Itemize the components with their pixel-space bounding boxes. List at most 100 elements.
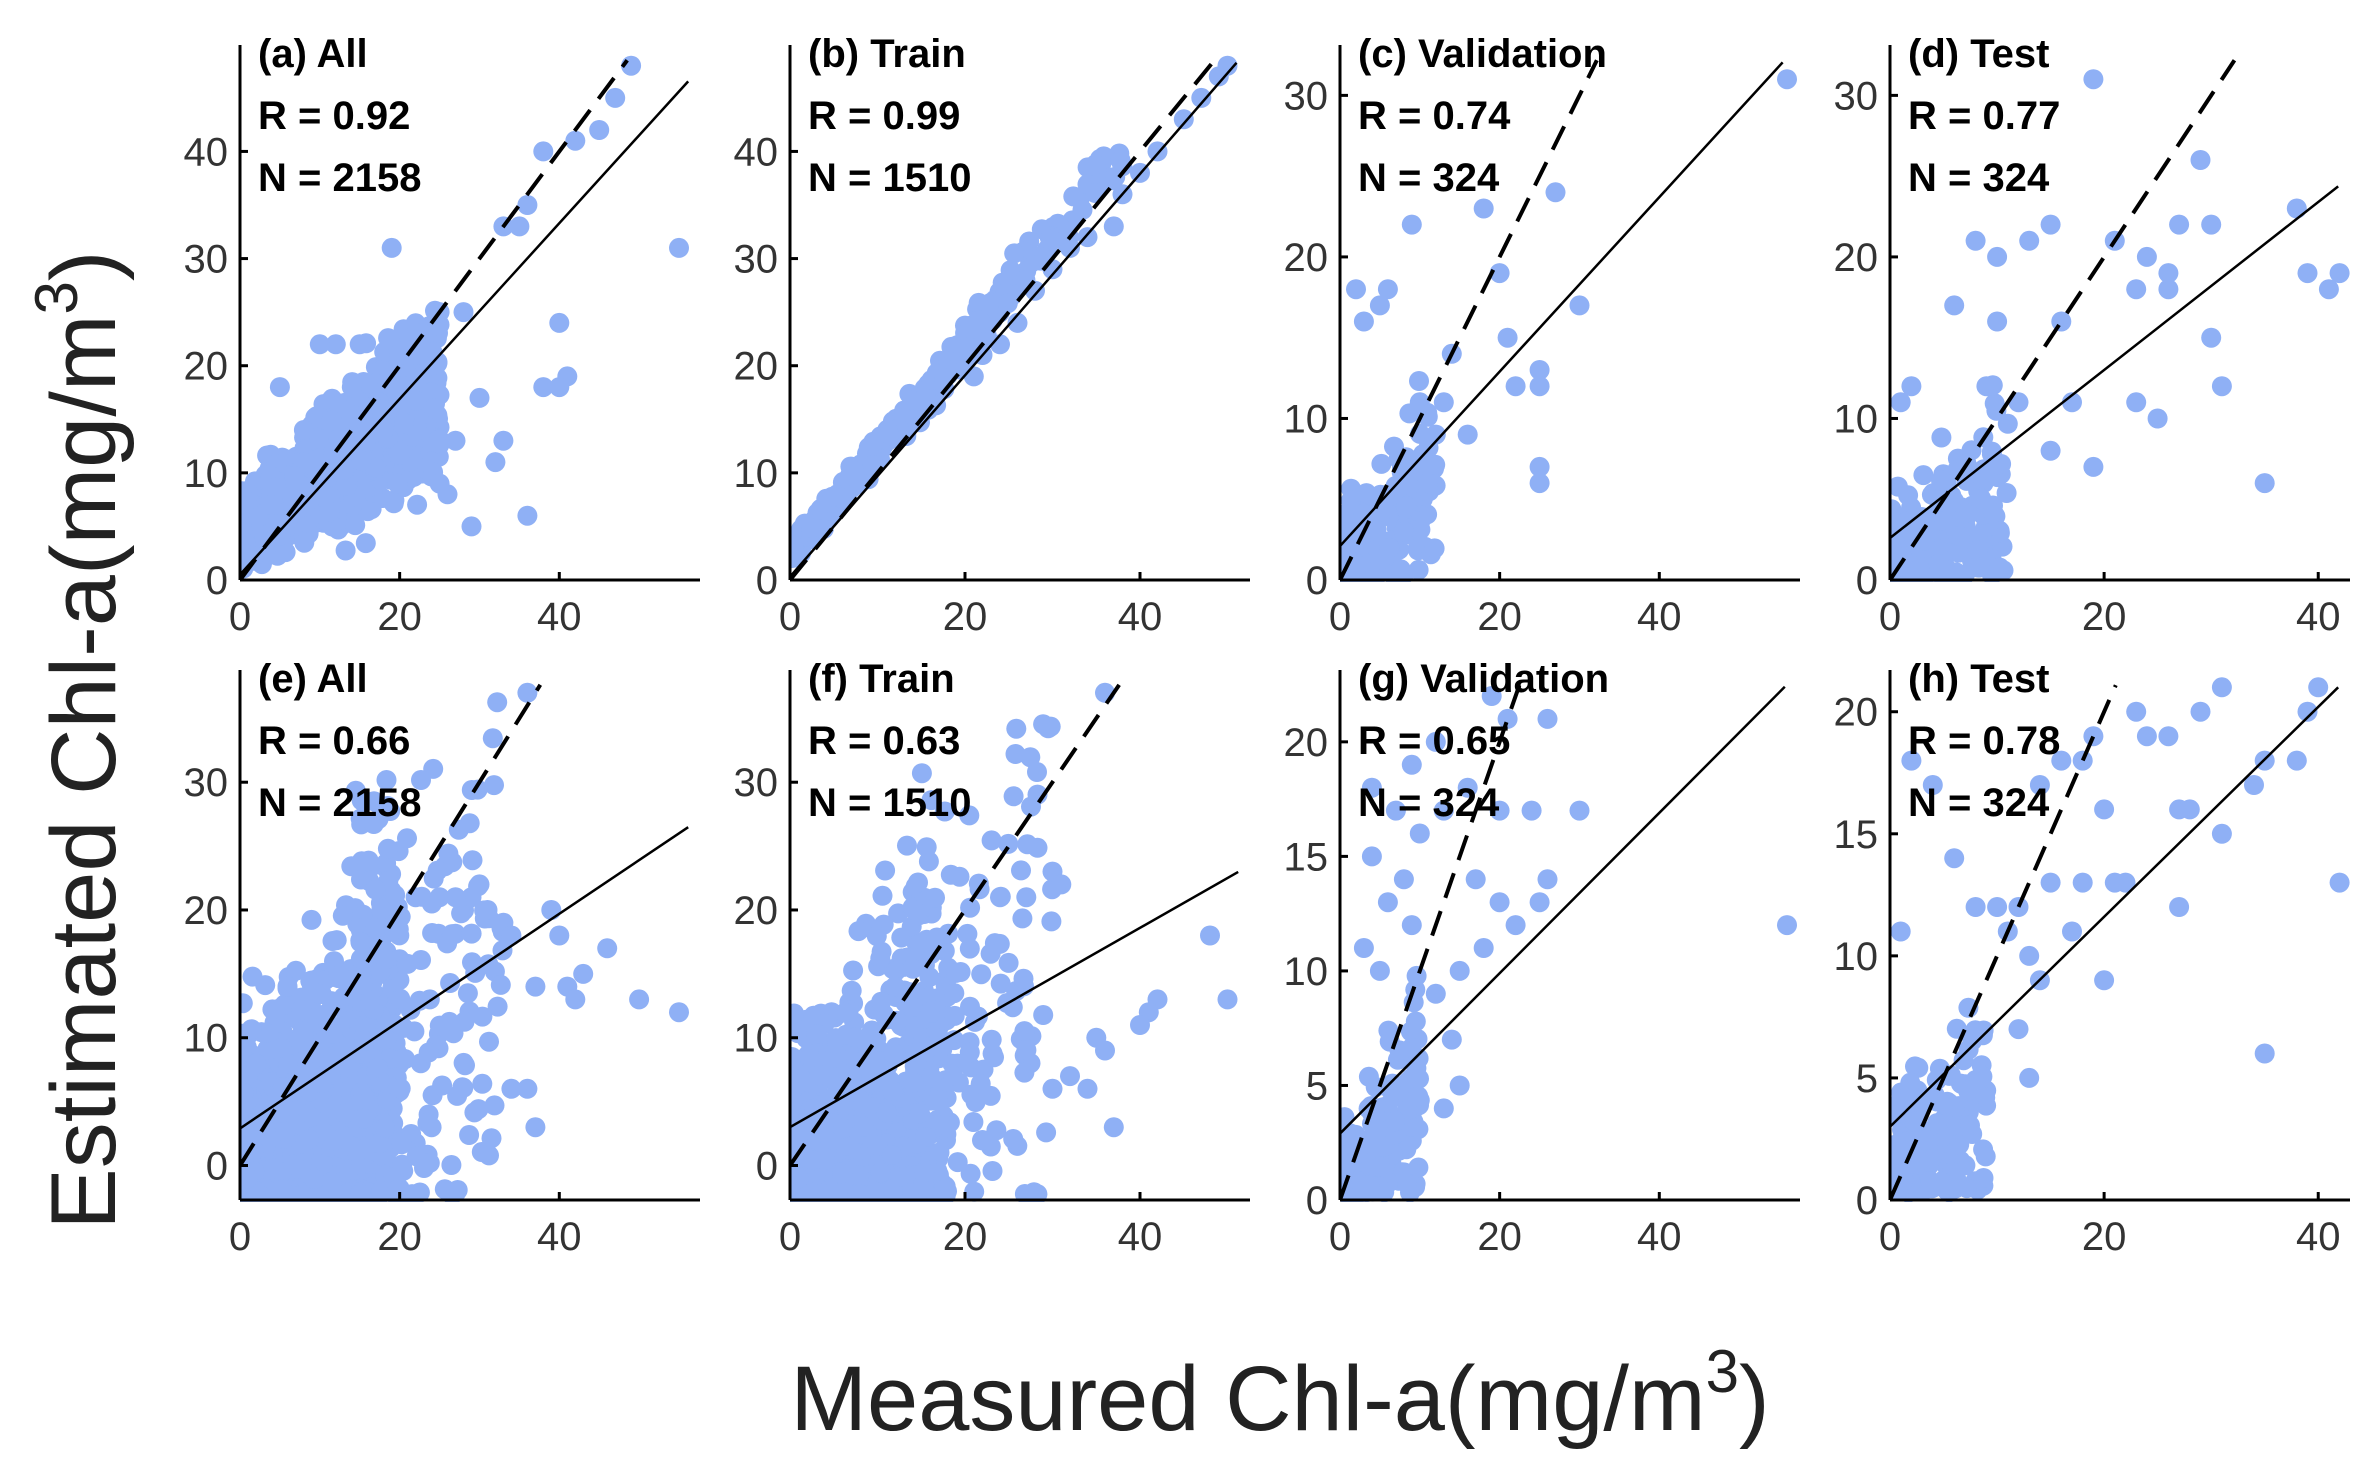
data-point [485,452,506,473]
one-to-one-line [1340,59,1599,581]
data-point [484,775,504,796]
data-point [354,1030,375,1051]
data-point [1359,507,1380,528]
data-point [2286,198,2307,219]
data-point [1529,473,1550,494]
data-point [1949,525,1970,546]
data-point [1901,376,1922,397]
data-point [476,625,496,645]
x-tick-label: 0 [1879,595,1901,639]
data-point [335,1103,356,1124]
data-point [429,429,450,450]
data-point [1545,182,1566,203]
data-point [265,477,286,498]
data-point [549,377,570,398]
data-point [841,980,862,1001]
x-tick-label: 40 [2296,595,2341,639]
y-tick-label: 20 [1284,236,1329,280]
y-tick-label: 20 [734,345,779,389]
data-point [441,1155,462,1175]
data-point [1996,483,2017,503]
data-point [429,1015,450,1036]
x-tick-label: 20 [2082,595,2127,639]
y-tick-label: 0 [206,559,228,603]
data-point [392,1154,413,1175]
data-point [437,484,458,505]
data-point [1433,392,1454,413]
data-point [1505,376,1526,397]
data-point [335,540,356,561]
r-value-label: R = 0.74 [1358,94,1511,138]
data-point [1208,66,1229,87]
data-point [1457,424,1478,445]
x-tick-label: 20 [1477,595,1522,639]
data-point [1105,167,1126,188]
data-point [2158,279,2179,300]
data-point [1928,554,1949,574]
n-value-label: N = 324 [1358,156,1500,200]
data-point [301,909,322,930]
data-point [1424,538,1445,559]
data-point [376,853,397,874]
data-point [1973,459,1994,480]
data-point [291,1000,312,1020]
data-point [275,1121,296,1142]
data-point [472,1073,493,1094]
data-point [1931,427,1952,448]
data-point [392,1048,413,1069]
data-point [669,237,689,258]
data-point [451,903,472,924]
data-point [2169,214,2190,235]
data-point [385,377,406,398]
data-point [462,850,483,871]
data-point [341,409,362,430]
data-point [240,1082,254,1103]
data-point [2318,279,2339,300]
data-point [1409,371,1429,391]
data-point [1989,557,2010,578]
data-point [273,1076,294,1097]
data-point [1369,295,1390,316]
data-point [517,682,538,703]
data-point [1956,470,1977,491]
data-point [341,377,362,398]
data-point [1777,69,1797,90]
x-axis-title-text: Measured Chl-a(mg/m [790,1348,1705,1450]
data-point [1497,327,1518,348]
data-point [870,948,891,969]
data-point [469,387,490,408]
data-point [525,1117,546,1138]
data-point [1947,542,1968,563]
data-point [1529,360,1550,380]
data-point [390,395,411,416]
data-point [283,1154,304,1175]
data-point [790,543,803,564]
data-point [883,1043,904,1063]
x-tick-label: 40 [537,1215,582,1259]
data-point [461,923,482,944]
data-point [2329,263,2350,284]
data-point [822,486,843,507]
data-point [422,923,443,943]
x-tick-label: 0 [229,595,251,639]
data-point [2019,230,2040,251]
data-point [349,334,370,355]
data-point [440,973,461,993]
data-point [1944,295,1965,316]
data-point [308,983,329,1004]
data-point [241,1019,262,1040]
data-point [629,989,650,1010]
data-point [397,828,417,849]
data-point [1173,109,1194,130]
data-point [423,398,444,419]
x-tick-label: 20 [377,1215,422,1259]
data-point [885,961,906,982]
data-point [845,1027,866,1048]
data-point [375,949,396,970]
data-point [411,950,431,970]
panel-title: (a) All [258,32,368,76]
data-point [1409,392,1430,413]
